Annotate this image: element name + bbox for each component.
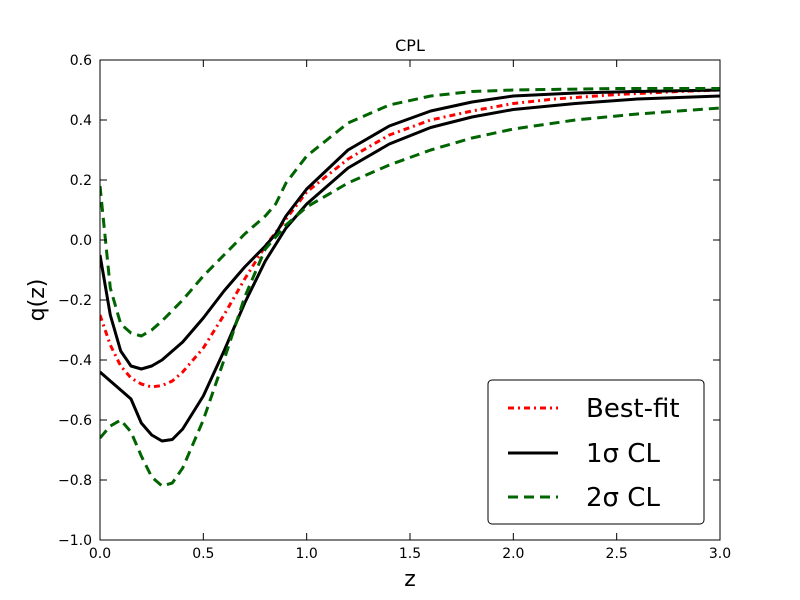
- x-tick-label: 1.5: [399, 546, 421, 562]
- legend-label: Best-fit: [586, 394, 680, 424]
- y-tick-label: −0.8: [58, 473, 92, 489]
- y-tick-label: −0.2: [58, 293, 92, 309]
- chart-title: CPL: [395, 36, 425, 55]
- series-line-3: [100, 87, 720, 338]
- y-axis-label: q(z): [25, 279, 50, 322]
- series-line-0: [100, 88, 720, 389]
- x-tick-label: 2.5: [606, 546, 628, 562]
- series-line-2: [100, 94, 720, 443]
- y-tick-label: 0.4: [70, 113, 92, 129]
- legend-label: 2σ CL: [586, 483, 660, 513]
- legend: Best-fit 1σ CL 2σ CL: [487, 379, 705, 525]
- x-tick-label: 1.0: [296, 546, 318, 562]
- y-tick-label: 0.6: [70, 53, 92, 69]
- y-tick-label: 0.0: [70, 233, 92, 249]
- legend-label: 1σ CL: [586, 439, 660, 469]
- y-tick-label: −1.0: [58, 533, 92, 549]
- y-tick-label: −0.6: [58, 413, 92, 429]
- x-tick-label: 3.0: [709, 546, 731, 562]
- x-axis-label: z: [404, 567, 416, 592]
- ticks-layer: 0.0 0.5 1.0 1.5 2.0 2.5 3.0 −1.0 −0.8 −0.6 −0.4 −0.…: [58, 53, 731, 562]
- x-tick-label: 0.0: [89, 546, 111, 562]
- x-tick-label: 2.0: [502, 546, 524, 562]
- x-tick-label: 0.5: [192, 546, 214, 562]
- series-line-1: [100, 88, 720, 371]
- legend-box: [487, 379, 705, 525]
- y-tick-label: −0.4: [58, 353, 92, 369]
- series-layer: [100, 87, 720, 488]
- y-tick-label: 0.2: [70, 173, 92, 189]
